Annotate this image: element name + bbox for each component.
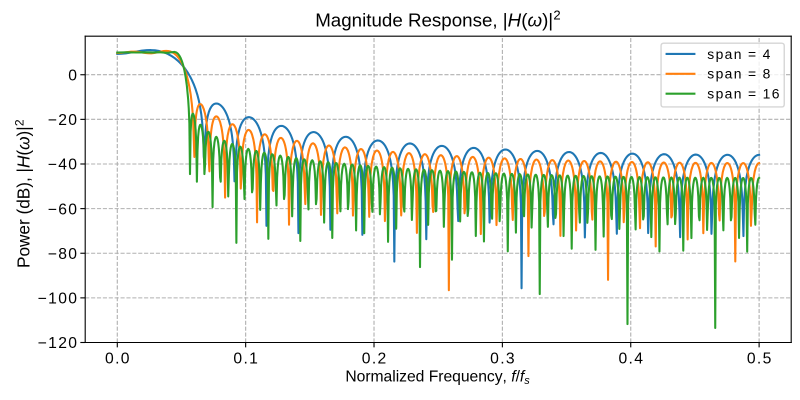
svg-text:M a g n: M a g n i t u d e R e s p o n s e , | ( …	[315, 7, 560, 32]
svg-text:P o w e: P o w e r ( d B ) , | ( ) | H ω 2	[9, 119, 34, 268]
svg-text:−60: −60	[48, 201, 79, 218]
svg-text:N o r m: N o r m a l i z e d F r e q u e n c y , …	[345, 361, 530, 386]
svg-text:span = 8: span = 8	[707, 66, 771, 82]
svg-text:0.1: 0.1	[233, 351, 259, 368]
svg-text:0.2: 0.2	[362, 351, 388, 368]
svg-text:−120: −120	[38, 335, 79, 352]
svg-text:0.3: 0.3	[490, 351, 516, 368]
svg-text:span = 16: span = 16	[707, 86, 780, 102]
svg-text:0.5: 0.5	[747, 351, 773, 368]
svg-text:0: 0	[68, 67, 78, 84]
svg-text:span = 4: span = 4	[707, 46, 771, 62]
svg-text:0.4: 0.4	[618, 351, 644, 368]
svg-text:−20: −20	[48, 112, 79, 129]
svg-text:−100: −100	[38, 291, 79, 308]
svg-text:−80: −80	[48, 246, 79, 263]
svg-text:−40: −40	[48, 157, 79, 174]
svg-text:0.0: 0.0	[105, 351, 131, 368]
